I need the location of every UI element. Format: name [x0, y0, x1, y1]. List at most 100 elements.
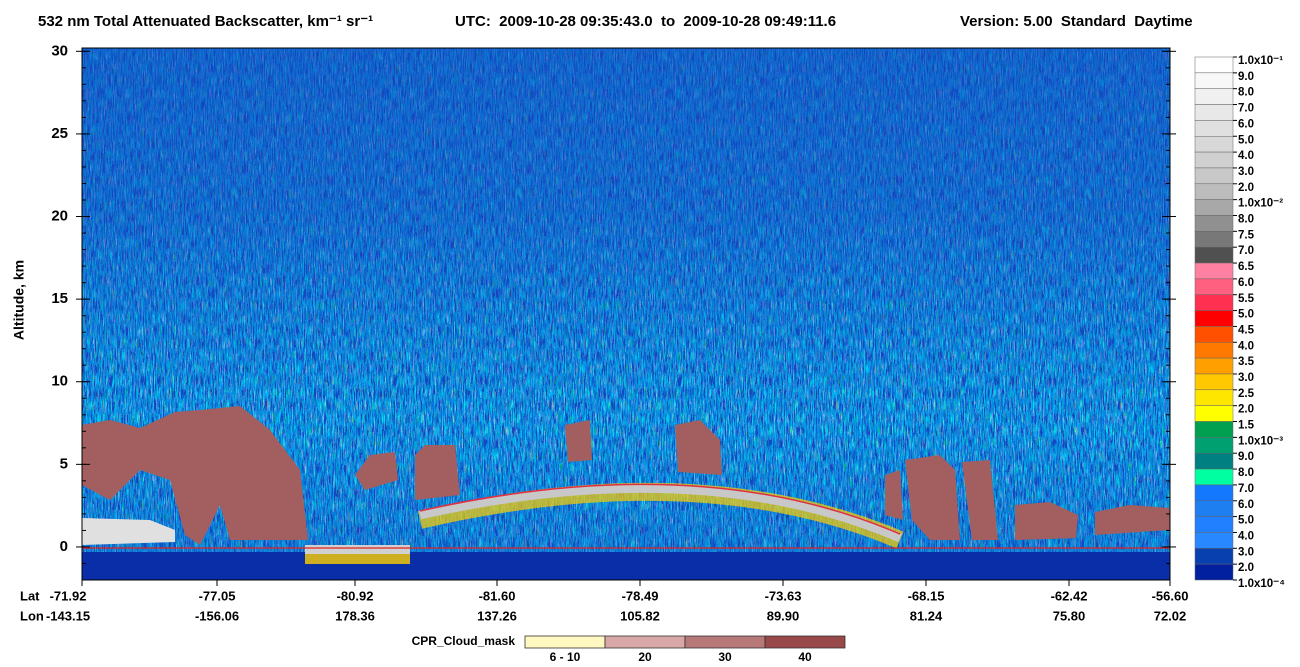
- colorbar-swatch: [1194, 167, 1234, 185]
- cpr-entry: 40: [798, 650, 812, 664]
- colorbar-label: 3.0: [1238, 372, 1254, 384]
- colorbar-swatch: [1194, 294, 1234, 311]
- chart-title: 532 nm Total Attenuated Backscatter, km⁻…: [38, 13, 373, 30]
- colorbar-swatch: [1194, 452, 1234, 470]
- colorbar-swatch: [1194, 151, 1234, 169]
- colorbar-swatch: [1194, 262, 1234, 280]
- colorbar-label: 5.5: [1238, 293, 1255, 305]
- lon-value: -156.06: [195, 608, 239, 623]
- lat-value: -68.15: [908, 588, 945, 603]
- version: Version: 5.00 Standard Daytime: [960, 13, 1193, 30]
- colorbar-swatch: [1194, 516, 1234, 533]
- lon-value: 178.36: [335, 608, 375, 623]
- colorbar-swatch: [1194, 500, 1234, 517]
- y-tick-label: 15: [51, 290, 68, 307]
- colorbar-label: 9.0: [1238, 71, 1254, 83]
- cpr-swatch: [524, 635, 606, 649]
- cpr-entry: 6 - 10: [550, 650, 581, 664]
- surface-return-edge: [305, 554, 410, 564]
- lon-label: Lon: [20, 608, 44, 623]
- colorbar-label: 1.0x10⁻⁴: [1238, 578, 1285, 590]
- cpr-clouds: [82, 406, 1170, 545]
- lon-value: 81.24: [910, 608, 943, 623]
- cpr-swatch: [764, 635, 846, 649]
- colorbar-label: 3.5: [1238, 356, 1255, 368]
- colorbar-label: 3.0: [1238, 166, 1254, 178]
- lon-value: 75.80: [1053, 608, 1086, 623]
- lat-value: -71.92: [50, 588, 87, 603]
- colorbar-label: 7.0: [1238, 245, 1254, 257]
- colorbar-swatch: [1194, 373, 1234, 391]
- cpr-entry: 20: [638, 650, 652, 664]
- utc-range: UTC: 2009-10-28 09:35:43.0 to 2009-10-28…: [455, 13, 836, 30]
- colorbar-label: 7.0: [1238, 103, 1254, 115]
- lat-value: -78.49: [622, 588, 659, 603]
- colorbar-label: 6.0: [1238, 118, 1254, 130]
- colorbar-swatch: [1194, 532, 1234, 549]
- colorbar-swatch: [1194, 72, 1234, 89]
- colorbar-swatch: [1194, 468, 1234, 486]
- colorbar-swatch: [1194, 548, 1234, 565]
- lon-value: -143.15: [46, 608, 90, 623]
- lon-value: 105.82: [620, 608, 660, 623]
- colorbar-label: 1.0x10⁻¹: [1238, 55, 1283, 67]
- lat-value: -56.60: [1152, 588, 1189, 603]
- y-tick-label: 5: [60, 455, 68, 472]
- colorbar-swatch: [1194, 278, 1234, 295]
- colorbar-label: 5.0: [1238, 309, 1254, 321]
- colorbar-swatch: [1194, 215, 1234, 232]
- colorbar-swatch: [1194, 104, 1234, 121]
- colorbar-label: 6.5: [1238, 261, 1255, 273]
- colorbar-swatch: [1194, 88, 1234, 105]
- lon-value: 72.02: [1154, 608, 1187, 623]
- colorbar-label: 1.0x10⁻³: [1238, 435, 1283, 447]
- colorbar-label: 2.0: [1238, 404, 1254, 416]
- cpr-swatch: [604, 635, 686, 649]
- colorbar-label: 2.0: [1238, 562, 1254, 574]
- colorbar-swatch: [1194, 246, 1234, 264]
- ice-surface: [419, 483, 902, 543]
- colorbar-label: 9.0: [1238, 451, 1254, 463]
- colorbar-swatch: [1194, 405, 1234, 422]
- lat-value: -62.42: [1051, 588, 1088, 603]
- colorbar-swatch: [1194, 342, 1234, 359]
- y-tick-label: 0: [60, 538, 68, 555]
- colorbar-swatch: [1194, 357, 1234, 375]
- y-axis-label: Altitude, km: [11, 260, 27, 340]
- colorbar-label: 3.0: [1238, 546, 1254, 558]
- subsurface: [82, 552, 1170, 580]
- colorbar-swatch: [1194, 120, 1234, 137]
- colorbar-swatch: [1194, 135, 1234, 153]
- colorbar-swatch: [1194, 389, 1234, 406]
- colorbar-label: 1.0x10⁻²: [1238, 198, 1283, 210]
- colorbar-swatch: [1194, 437, 1234, 454]
- cpr-label: CPR_Cloud_mask: [412, 634, 516, 648]
- colorbar-label: 8.0: [1238, 467, 1254, 479]
- backscatter-field: [82, 48, 1170, 580]
- cpr-entry: 30: [718, 650, 732, 664]
- colorbar-label: 2.5: [1238, 388, 1255, 400]
- colorbar-label: 6.0: [1238, 277, 1254, 289]
- lat-value: -73.63: [765, 588, 802, 603]
- colorbar-swatch: [1194, 199, 1234, 216]
- colorbar-label: 7.5: [1238, 229, 1255, 241]
- colorbar-label: 1.5: [1238, 420, 1255, 432]
- y-tick-label: 20: [51, 207, 68, 224]
- colorbar-swatch: [1194, 310, 1234, 327]
- surface-return: [305, 545, 410, 554]
- colorbar-label: 4.5: [1238, 324, 1255, 336]
- colorbar-swatch: [1194, 183, 1234, 200]
- colorbar-label: 2.0: [1238, 182, 1254, 194]
- lon-value: 137.26: [477, 608, 517, 623]
- lat-label: Lat: [20, 588, 40, 603]
- lat-value: -81.60: [479, 588, 516, 603]
- colorbar-label: 8.0: [1238, 87, 1254, 99]
- colorbar-label: 5.0: [1238, 134, 1254, 146]
- lat-value: -80.92: [337, 588, 374, 603]
- colorbar-swatch: [1194, 326, 1234, 343]
- colorbar-label: 4.0: [1238, 530, 1254, 542]
- y-tick-label: 25: [51, 125, 68, 142]
- colorbar-swatch: [1194, 56, 1234, 74]
- colorbar-label: 5.0: [1238, 515, 1254, 527]
